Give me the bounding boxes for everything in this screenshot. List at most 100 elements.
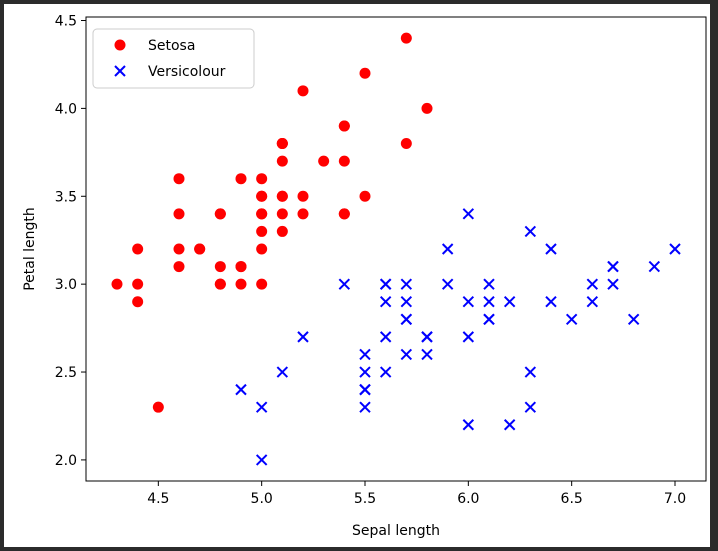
point-setosa — [214, 278, 226, 290]
point-setosa — [132, 243, 144, 255]
x-axis-ticks: 4.5 5.0 5.5 6.0 6.5 7.0 — [147, 481, 686, 507]
point-versicolour — [565, 313, 578, 326]
point-setosa — [235, 278, 247, 290]
points-layer — [111, 32, 681, 466]
point-versicolour — [524, 366, 537, 378]
point-setosa — [359, 67, 371, 79]
y-tick-label: 4.5 — [55, 14, 77, 30]
point-versicolour — [255, 454, 268, 466]
point-versicolour — [359, 366, 371, 378]
x-tick-label: 5.5 — [354, 491, 376, 507]
point-setosa — [338, 155, 350, 167]
point-setosa — [132, 296, 144, 308]
point-setosa — [421, 102, 433, 114]
point-setosa — [338, 120, 350, 132]
figure-frame: 4.5 5.0 5.5 6.0 6.5 7.0 2.0 2.5 3.0 3.5 4.0 4.5 Se… — [4, 4, 710, 547]
point-setosa — [359, 190, 371, 202]
point-versicolour — [607, 278, 619, 290]
point-versicolour — [627, 313, 640, 326]
point-versicolour — [524, 401, 537, 413]
point-versicolour — [359, 383, 371, 396]
point-versicolour — [586, 278, 599, 290]
point-setosa — [132, 278, 144, 290]
point-setosa — [214, 261, 226, 273]
point-versicolour — [400, 313, 413, 326]
legend-marker-setosa — [114, 39, 126, 51]
point-setosa — [297, 190, 309, 202]
point-versicolour — [503, 296, 516, 308]
point-setosa — [276, 155, 288, 167]
point-versicolour — [483, 278, 495, 290]
point-versicolour — [669, 243, 681, 255]
x-axis-label: Sepal length — [352, 523, 440, 539]
point-setosa — [297, 85, 309, 97]
point-setosa — [338, 208, 350, 220]
y-axis-label: Petal length — [22, 207, 38, 291]
legend-label-versicolour: Versicolour — [148, 64, 226, 80]
point-setosa — [256, 173, 268, 185]
point-versicolour — [400, 348, 413, 361]
point-versicolour — [441, 278, 454, 290]
point-setosa — [276, 190, 288, 202]
point-versicolour — [400, 278, 413, 290]
point-versicolour — [586, 296, 599, 308]
x-tick-label: 6.5 — [561, 491, 583, 507]
point-setosa — [256, 225, 268, 237]
point-setosa — [152, 401, 164, 413]
point-setosa — [111, 278, 123, 290]
scatter-chart: 4.5 5.0 5.5 6.0 6.5 7.0 2.0 2.5 3.0 3.5 4.0 4.5 Se… — [22, 14, 707, 539]
y-tick-label: 3.0 — [55, 277, 77, 293]
point-versicolour — [462, 296, 475, 308]
point-versicolour — [359, 348, 371, 361]
point-versicolour — [400, 296, 413, 308]
point-setosa — [256, 278, 268, 290]
point-setosa — [173, 243, 185, 255]
point-versicolour — [338, 278, 351, 290]
legend-marker-versicolour — [114, 65, 126, 77]
point-versicolour — [379, 278, 392, 290]
x-tick-label: 7.0 — [664, 491, 686, 507]
point-setosa — [235, 261, 247, 273]
point-versicolour — [483, 296, 495, 308]
point-setosa — [194, 243, 206, 255]
legend-label-setosa: Setosa — [148, 38, 195, 54]
point-versicolour — [379, 366, 392, 378]
point-versicolour — [483, 313, 495, 326]
point-setosa — [256, 243, 268, 255]
point-versicolour — [255, 401, 268, 413]
point-setosa — [400, 138, 412, 150]
point-setosa — [173, 208, 185, 220]
x-tick-label: 4.5 — [147, 491, 169, 507]
point-versicolour — [379, 296, 392, 308]
x-tick-label: 5.0 — [251, 491, 273, 507]
point-setosa — [276, 208, 288, 220]
point-versicolour — [462, 208, 475, 220]
point-versicolour — [503, 419, 516, 431]
point-versicolour — [648, 260, 661, 273]
point-setosa — [256, 208, 268, 220]
point-setosa — [297, 208, 309, 220]
point-versicolour — [607, 260, 619, 273]
point-versicolour — [462, 331, 475, 343]
point-setosa — [235, 173, 247, 185]
point-versicolour — [421, 348, 433, 361]
y-tick-label: 3.5 — [55, 189, 77, 205]
y-axis-ticks: 2.0 2.5 3.0 3.5 4.0 4.5 — [55, 14, 86, 469]
point-setosa — [276, 225, 288, 237]
legend: Setosa Versicolour — [92, 28, 255, 89]
point-setosa — [318, 155, 330, 167]
y-tick-label: 2.5 — [55, 365, 77, 381]
y-tick-label: 2.0 — [55, 453, 77, 469]
point-setosa — [256, 190, 268, 202]
x-tick-label: 6.0 — [457, 491, 479, 507]
point-versicolour — [276, 366, 289, 378]
point-versicolour — [462, 419, 475, 431]
point-versicolour — [297, 331, 309, 343]
point-setosa — [276, 138, 288, 150]
point-versicolour — [441, 243, 454, 255]
point-setosa — [214, 208, 226, 220]
point-setosa — [400, 32, 412, 44]
point-versicolour — [524, 225, 537, 238]
plot-area-border — [85, 16, 707, 482]
point-setosa — [173, 173, 185, 185]
